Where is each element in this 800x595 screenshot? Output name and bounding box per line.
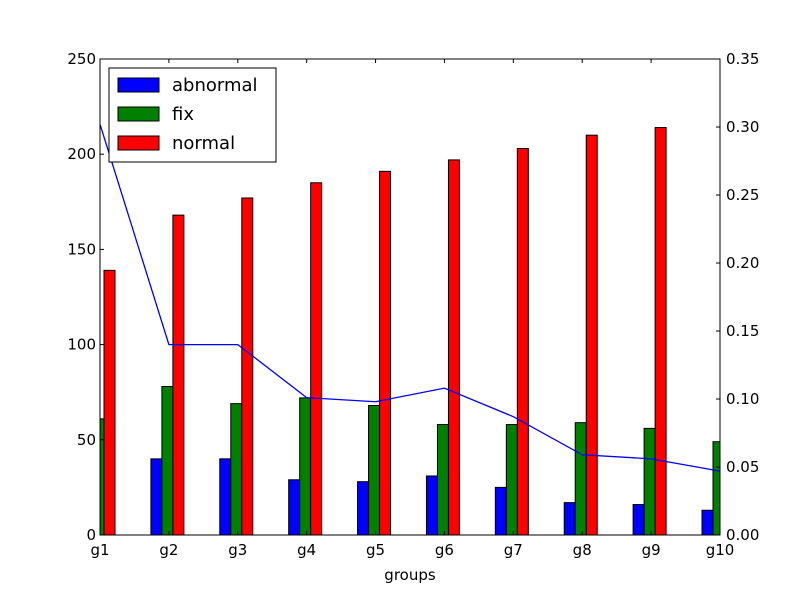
bar-abnormal-g7 — [494, 486, 507, 535]
y-tick-label: 100 — [67, 336, 96, 354]
bar-abnormal-g8 — [563, 502, 576, 535]
bar-fix-g5 — [368, 405, 381, 535]
legend-swatch-abnormal — [117, 77, 160, 93]
y2-tick-label: 0.30 — [726, 118, 759, 136]
bar-abnormal-g2 — [150, 458, 163, 535]
bar-abnormal-g6 — [425, 475, 438, 535]
bar-normal-g4 — [310, 182, 323, 535]
bar-normal-g6 — [447, 159, 460, 535]
x-tick-label: g10 — [706, 541, 735, 559]
bar-fix-g9 — [643, 427, 656, 535]
legend-label-abnormal: abnormal — [172, 75, 258, 96]
x-tick-label: g2 — [159, 541, 178, 559]
bar-abnormal-g5 — [357, 481, 370, 535]
y2-tick-label: 0.25 — [726, 186, 759, 204]
bar-fix-g7 — [505, 424, 518, 535]
y2-tick-label: 0.35 — [726, 50, 759, 68]
line-layer — [99, 124, 721, 472]
bar-fix-g4 — [299, 397, 312, 535]
legend-swatch-fix — [117, 106, 160, 122]
ratio-line — [99, 124, 721, 472]
bar-fix-g8 — [574, 422, 587, 535]
bars-layer — [100, 127, 720, 535]
y2-tick-label: 0.20 — [726, 254, 759, 272]
bar-normal-g2 — [172, 214, 185, 535]
legend-label-fix: fix — [172, 104, 194, 125]
x-axis-title: groups — [384, 566, 436, 584]
y2-tick-label: 0.05 — [726, 458, 759, 476]
x-tick-label: g4 — [297, 541, 316, 559]
y2-tick-label: 0.10 — [726, 390, 759, 408]
x-tick-label: g9 — [642, 541, 661, 559]
y-tick-label: 250 — [67, 50, 96, 68]
x-tick-label: g1 — [90, 541, 109, 559]
bar-abnormal-g3 — [219, 458, 232, 535]
bar-fix-g10 — [712, 441, 720, 535]
bar-normal-g9 — [654, 127, 667, 535]
bar-fix-g3 — [230, 403, 243, 535]
ticks-layer: g1 g2 g3 g4 g5 g6 g7 g8 g9 g10 0 50 100 150 200 250 0.00… — [67, 50, 759, 559]
x-tick-label: g3 — [228, 541, 247, 559]
legend-label-normal: normal — [172, 133, 235, 154]
bar-fix-g6 — [436, 424, 449, 535]
bar-normal-g1 — [103, 269, 116, 535]
bar-normal-g7 — [516, 147, 529, 535]
bar-abnormal-g4 — [288, 479, 301, 535]
y-tick-label: 50 — [77, 431, 96, 449]
bar-normal-g5 — [379, 170, 392, 535]
y-tick-label: 150 — [67, 240, 96, 258]
bar-abnormal-g9 — [632, 504, 645, 535]
legend-swatch-normal — [117, 135, 160, 151]
bar-abnormal-g10 — [701, 509, 714, 535]
x-tick-label: g8 — [573, 541, 592, 559]
y-tick-label: 0 — [86, 526, 96, 544]
y-tick-label: 200 — [67, 145, 96, 163]
bar-fix-g2 — [161, 385, 174, 535]
legend: abnormal fix normal — [108, 67, 277, 163]
bar-normal-g3 — [241, 197, 254, 535]
x-tick-label: g7 — [504, 541, 523, 559]
bar-normal-g8 — [585, 134, 598, 535]
x-tick-label: g5 — [366, 541, 385, 559]
y2-tick-label: 0.00 — [726, 526, 759, 544]
plot-frame — [99, 58, 721, 536]
bar-group — [100, 127, 720, 535]
x-tick-label: g6 — [435, 541, 454, 559]
y2-tick-label: 0.15 — [726, 322, 759, 340]
